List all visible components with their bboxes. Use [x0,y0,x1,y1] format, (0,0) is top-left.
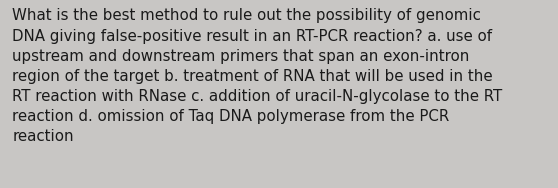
Text: What is the best method to rule out the possibility of genomic
DNA giving false-: What is the best method to rule out the … [12,8,503,144]
